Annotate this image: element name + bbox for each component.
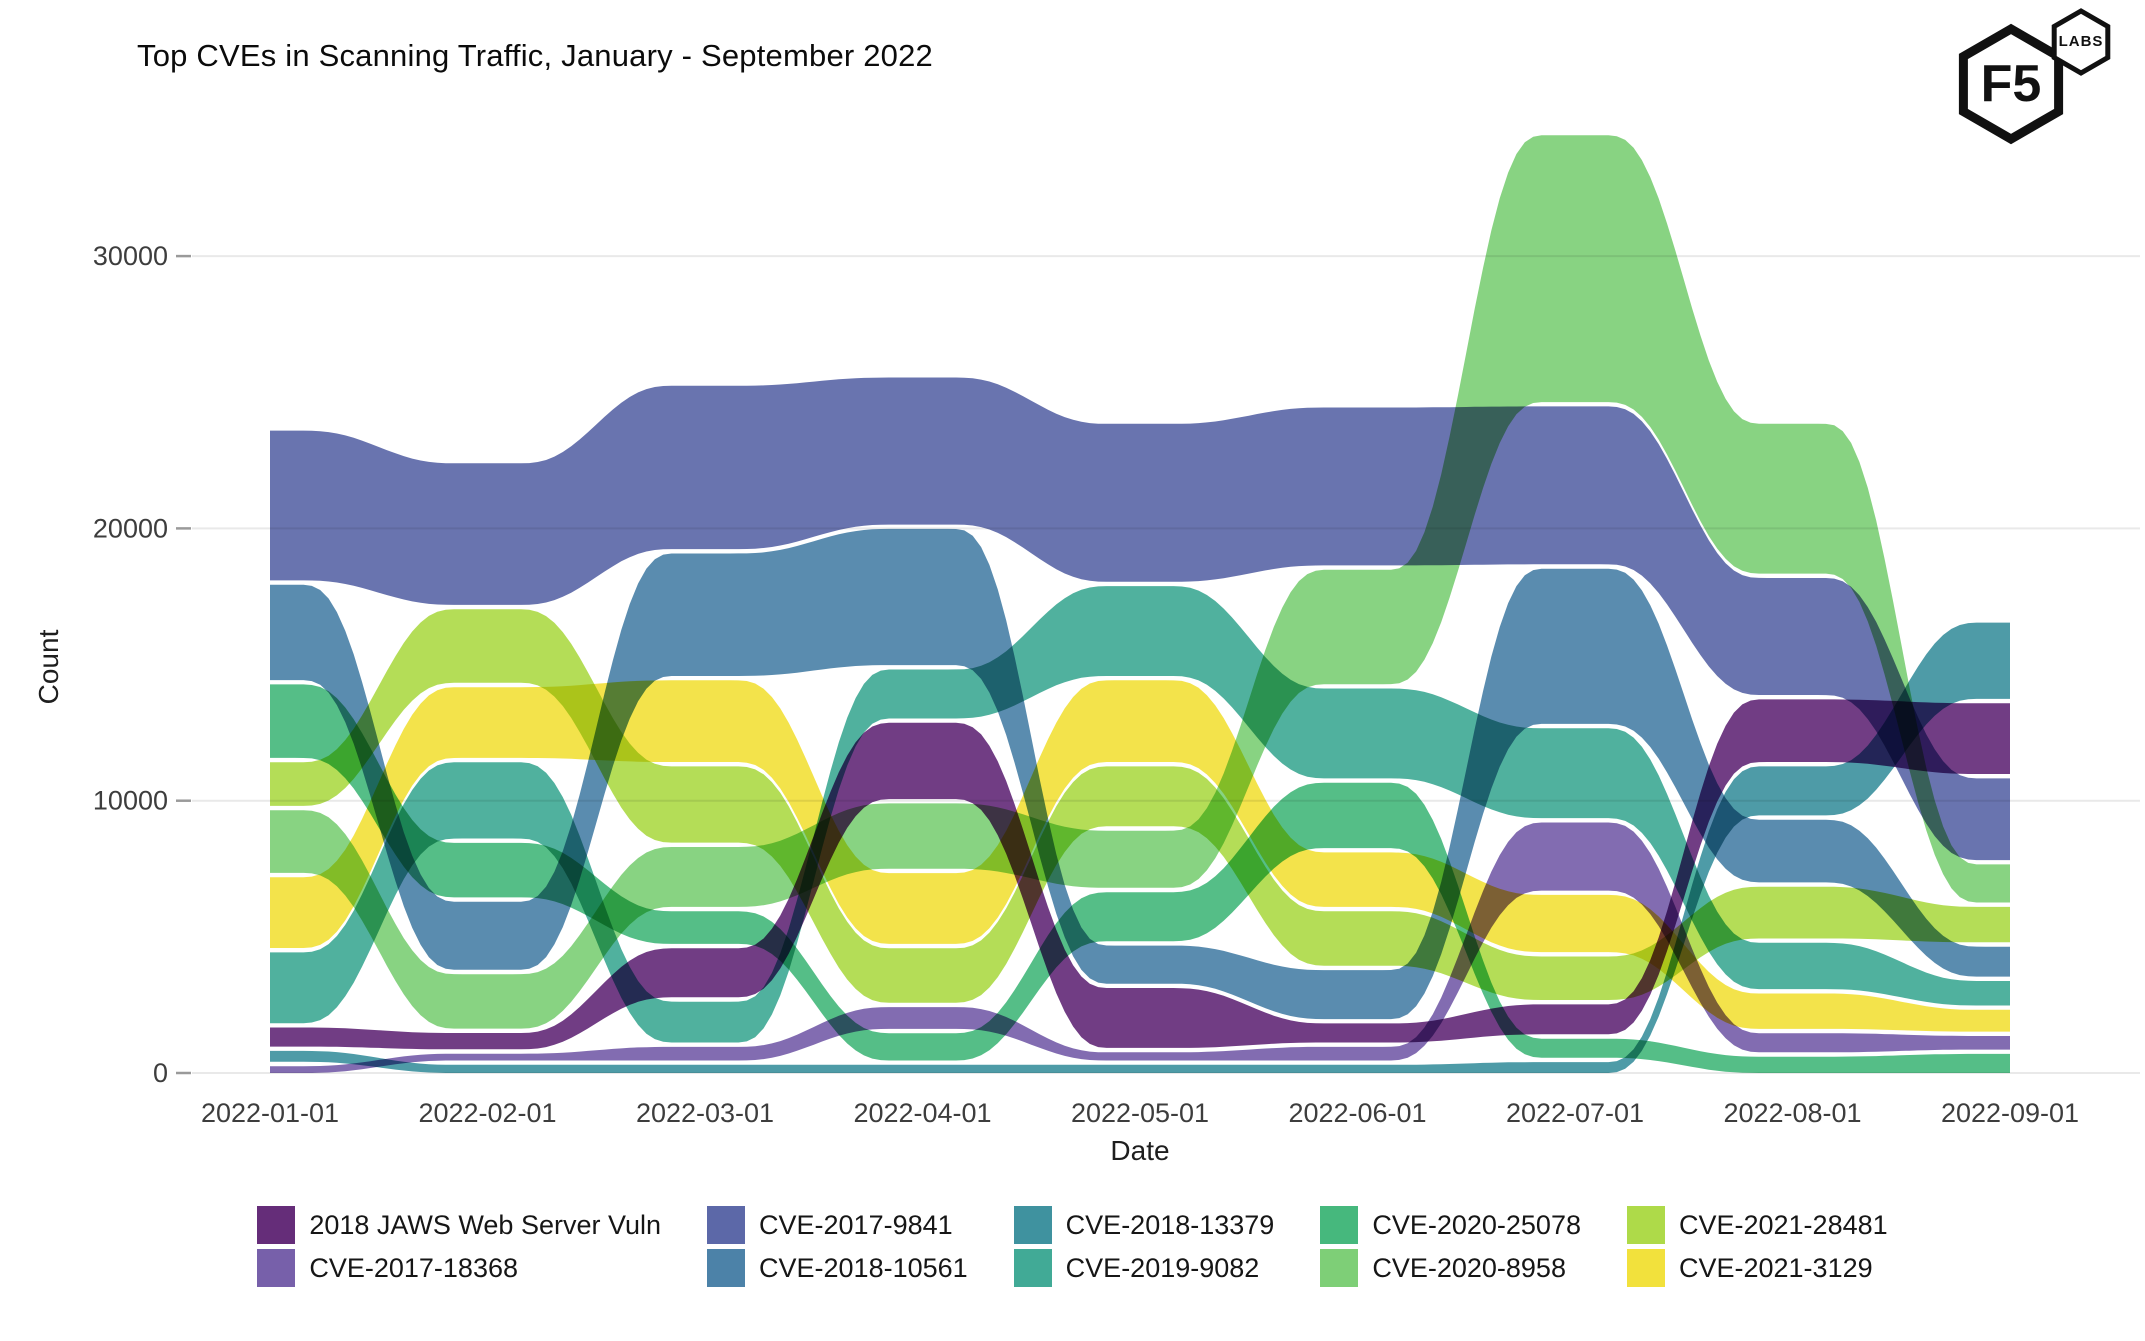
legend-column: CVE-2017-9841 CVE-2018-10561: [707, 1205, 968, 1288]
legend-column: CVE-2020-25078 CVE-2020-8958: [1320, 1205, 1581, 1288]
x-tick-label-2022-01-01: 2022-01-01: [201, 1098, 339, 1128]
legend-label-3129: CVE-2021-3129: [1678, 1252, 1873, 1283]
legend-label-28481: CVE-2021-28481: [1678, 1209, 1888, 1240]
legend-swatch-13379: [1013, 1206, 1052, 1244]
x-tick-label-2022-09-01: 2022-09-01: [1941, 1098, 2079, 1128]
x-tick-label-2022-06-01: 2022-06-01: [1288, 1098, 1426, 1128]
x-tick-label-2022-08-01: 2022-08-01: [1723, 1098, 1861, 1128]
legend-item-10561: CVE-2018-10561: [707, 1248, 968, 1288]
legend-swatch-3129: [1626, 1249, 1665, 1287]
y-tick-label-30000: 30000: [93, 241, 168, 271]
legend-swatch-jaws: [257, 1206, 296, 1244]
labs-hexagon-icon: [2051, 8, 2111, 76]
legend-column: 2018 JAWS Web Server Vuln CVE-2017-18368: [257, 1205, 661, 1288]
ribbons: [270, 135, 2010, 1073]
legend-label-10561: CVE-2018-10561: [759, 1252, 968, 1283]
ribbon-10561: [270, 528, 2010, 1020]
legend-swatch-9082: [1013, 1249, 1052, 1287]
legend-item-28481: CVE-2021-28481: [1626, 1205, 1888, 1245]
ribbon-18368: [270, 822, 2010, 1073]
ribbon-3129: [270, 680, 2010, 1032]
legend-swatch-10561: [707, 1249, 746, 1287]
legend-item-jaws: 2018 JAWS Web Server Vuln: [257, 1205, 661, 1245]
y-tick-label-10000: 10000: [93, 786, 168, 816]
legend-label-25078: CVE-2020-25078: [1372, 1209, 1581, 1240]
legend-label-9082: CVE-2019-9082: [1065, 1252, 1260, 1283]
ribbon-jaws: [270, 699, 2010, 1050]
chart-title: Top CVEs in Scanning Traffic, January - …: [137, 38, 933, 73]
x-tick-label-2022-04-01: 2022-04-01: [853, 1098, 991, 1128]
legend-item-3129: CVE-2021-3129: [1626, 1248, 1888, 1288]
x-tick-label-2022-05-01: 2022-05-01: [1071, 1098, 1209, 1128]
legend-column: CVE-2018-13379 CVE-2019-9082: [1013, 1205, 1275, 1288]
ribbon-9841: [270, 377, 2010, 861]
x-tick-label-2022-07-01: 2022-07-01: [1506, 1098, 1644, 1128]
legend-item-9841: CVE-2017-9841: [707, 1205, 968, 1245]
x-tick-label-2022-03-01: 2022-03-01: [636, 1098, 774, 1128]
ribbon-9082: [270, 586, 2010, 1043]
legend-label-18368: CVE-2017-18368: [309, 1252, 518, 1283]
legend-swatch-18368: [257, 1249, 296, 1287]
chart-legend: 2018 JAWS Web Server Vuln CVE-2017-18368 C…: [0, 1205, 2145, 1288]
y-axis-title: Count: [33, 629, 64, 704]
legend-label-9841: CVE-2017-9841: [759, 1209, 953, 1240]
ribbon-8958: [270, 135, 2010, 1029]
logo-f5-text: F5: [1981, 55, 2042, 113]
legend-item-13379: CVE-2018-13379: [1013, 1205, 1275, 1245]
legend-swatch-8958: [1320, 1249, 1359, 1287]
legend-item-8958: CVE-2020-8958: [1320, 1248, 1581, 1288]
legend-item-9082: CVE-2019-9082: [1013, 1248, 1275, 1288]
legend-label-8958: CVE-2020-8958: [1372, 1252, 1566, 1283]
y-axis-ticks: 0 10000 20000 30000: [93, 241, 191, 1088]
legend-swatch-9841: [707, 1206, 746, 1244]
f5-labs-logo: F5 LABS: [1958, 8, 2111, 145]
legend-item-18368: CVE-2017-18368: [257, 1248, 661, 1288]
y-tick-label-0: 0: [153, 1058, 168, 1088]
legend-column: CVE-2021-28481 CVE-2021-3129: [1626, 1205, 1888, 1288]
y-tick-label-20000: 20000: [93, 513, 168, 543]
legend-swatch-28481: [1626, 1206, 1665, 1244]
ribbon-28481: [270, 609, 2010, 1003]
legend-label-13379: CVE-2018-13379: [1065, 1209, 1275, 1240]
legend-item-25078: CVE-2020-25078: [1320, 1205, 1581, 1245]
x-axis-title: Date: [1110, 1135, 1169, 1166]
legend-swatch-25078: [1320, 1206, 1359, 1244]
logo-labs-text: LABS: [2059, 33, 2104, 50]
x-tick-label-2022-02-01: 2022-02-01: [418, 1098, 556, 1128]
x-axis-ticks: 2022-01-01 2022-02-01 2022-03-01 2022-04-01…: [201, 1098, 2079, 1128]
legend-label-jaws: 2018 JAWS Web Server Vuln: [309, 1209, 662, 1240]
